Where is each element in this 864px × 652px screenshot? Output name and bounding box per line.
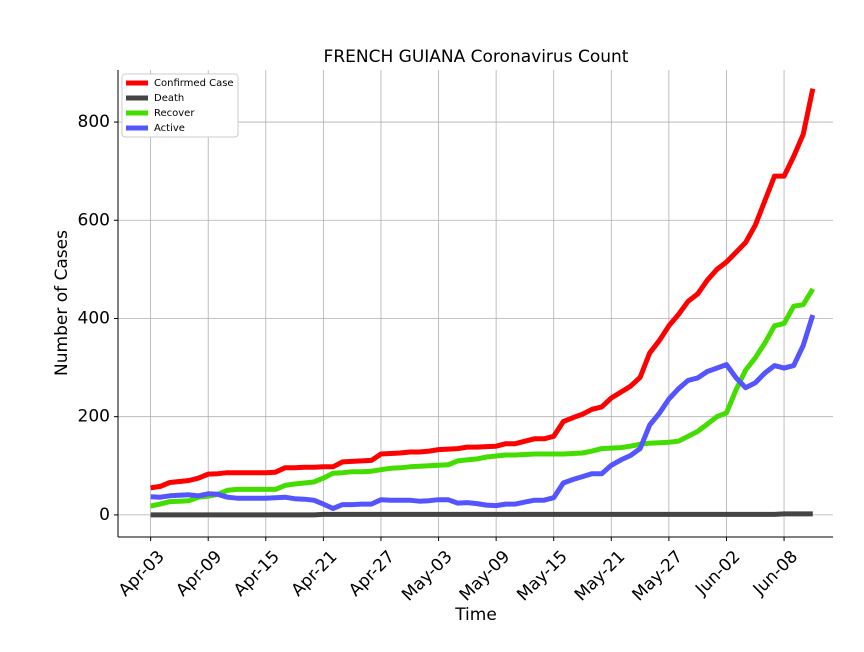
- x-tick-label: Apr-09: [172, 547, 226, 601]
- x-tick-label: Jun-08: [749, 547, 802, 600]
- y-tick-label: 400: [78, 308, 110, 328]
- x-tick-label: May-27: [628, 547, 686, 605]
- x-tick-label: Apr-03: [115, 547, 169, 601]
- legend-label: Recover: [154, 108, 195, 119]
- x-tick-label: Apr-27: [345, 547, 399, 601]
- line-series: [150, 511, 813, 518]
- line-series: [150, 314, 816, 511]
- legend-box: [121, 73, 239, 138]
- x-tick-label: May-21: [571, 547, 629, 605]
- legend-label: Active: [154, 123, 185, 134]
- x-tick-label: May-09: [456, 547, 514, 605]
- y-axis-label: Number of Cases: [52, 230, 72, 376]
- x-tick-label: Jun-02: [691, 547, 744, 600]
- x-tick-label: May-03: [398, 547, 456, 605]
- y-tick-label: 800: [78, 112, 110, 132]
- x-axis-label: Time: [454, 605, 497, 625]
- x-tick-label: May-15: [513, 547, 571, 605]
- line-series: [150, 287, 815, 509]
- chart-title: FRENCH GUIANA Coronavirus Count: [324, 47, 629, 67]
- legend-label: Death: [154, 93, 184, 104]
- legend: Confirmed Case Death Recover Active: [121, 73, 239, 138]
- x-tick-label: Apr-15: [230, 547, 284, 601]
- x-tick-label: Apr-21: [288, 547, 342, 601]
- y-tick-label: 0: [99, 505, 110, 525]
- y-tick-label: 600: [78, 210, 110, 230]
- legend-label: Confirmed Case: [154, 78, 234, 89]
- line-series: [150, 88, 816, 491]
- y-tick-label: 200: [78, 407, 110, 427]
